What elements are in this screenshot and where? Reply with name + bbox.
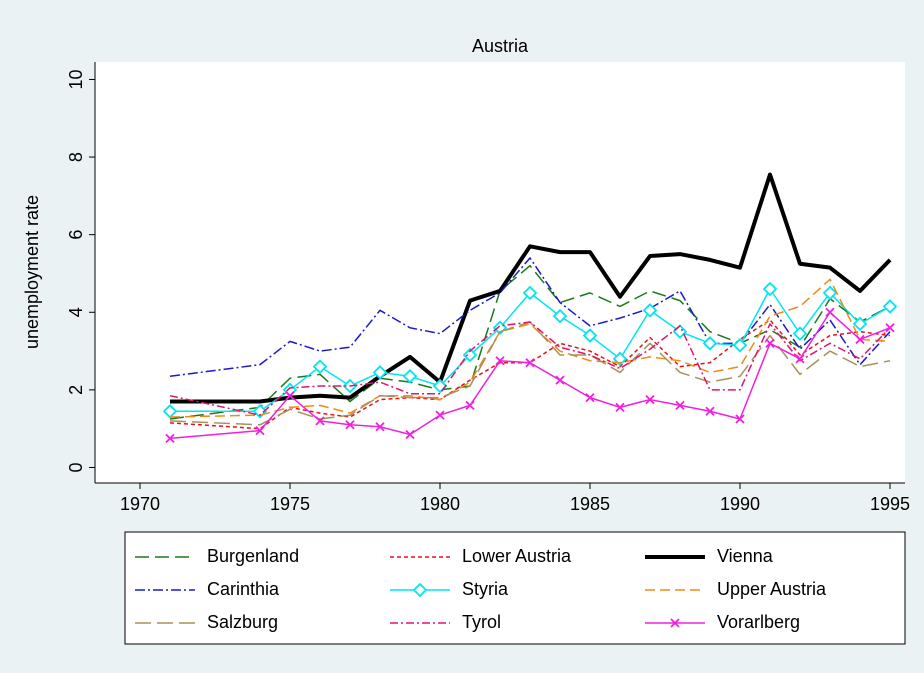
marker — [375, 422, 385, 432]
marker — [795, 354, 805, 364]
marker — [825, 307, 835, 317]
legend-label: Salzburg — [207, 612, 278, 632]
marker — [162, 403, 178, 419]
marker — [412, 582, 428, 598]
x-tick-label: 1975 — [270, 494, 310, 514]
x-tick-label: 1980 — [420, 494, 460, 514]
series-line — [170, 172, 892, 404]
legend-label: Burgenland — [207, 546, 299, 566]
marker — [705, 406, 715, 416]
marker — [732, 337, 748, 353]
marker — [435, 410, 445, 420]
marker — [852, 316, 868, 332]
chart-title: Austria — [472, 36, 529, 56]
legend-label: Upper Austria — [717, 579, 827, 599]
marker — [252, 403, 268, 419]
marker — [255, 425, 265, 436]
marker — [762, 281, 778, 297]
marker — [402, 369, 418, 384]
marker — [675, 400, 685, 411]
marker — [555, 375, 565, 385]
marker — [615, 402, 625, 412]
marker — [822, 285, 838, 301]
series-line — [169, 321, 891, 416]
marker — [495, 356, 505, 366]
legend-label: Vienna — [717, 546, 774, 566]
marker — [315, 416, 325, 426]
series-line — [169, 278, 891, 418]
legend-label: Carinthia — [207, 579, 280, 599]
x-tick-label: 1995 — [870, 494, 910, 514]
plot-area — [95, 62, 905, 483]
marker — [645, 394, 655, 405]
x-tick-label: 1990 — [720, 494, 760, 514]
marker — [670, 618, 680, 628]
marker — [285, 391, 295, 401]
marker — [885, 323, 895, 333]
marker — [585, 392, 595, 403]
marker — [462, 347, 478, 363]
marker — [735, 414, 745, 424]
y-tick-label: 10 — [66, 69, 86, 89]
legend-label: Vorarlberg — [717, 612, 800, 632]
marker — [765, 338, 775, 348]
marker — [552, 308, 568, 324]
marker — [702, 336, 718, 351]
marker — [345, 420, 355, 430]
marker — [525, 358, 535, 368]
marker — [522, 285, 538, 301]
marker — [165, 433, 175, 444]
y-tick-label: 2 — [66, 385, 86, 395]
series-line — [169, 257, 891, 378]
y-axis-label: unemployment rate — [22, 195, 42, 349]
legend — [124, 531, 906, 645]
x-tick-label: 1970 — [120, 494, 160, 514]
marker — [372, 365, 388, 380]
y-tick-label: 0 — [66, 462, 86, 472]
marker — [312, 359, 328, 374]
x-tick-label: 1985 — [570, 494, 610, 514]
y-tick-label: 6 — [66, 230, 86, 240]
marker — [882, 299, 898, 314]
marker — [642, 303, 658, 318]
y-tick-label: 4 — [66, 307, 86, 317]
marker — [405, 429, 415, 440]
y-tick-label: 8 — [66, 152, 86, 162]
marker — [855, 334, 865, 345]
legend-label: Lower Austria — [462, 546, 572, 566]
marker — [582, 328, 598, 343]
marker — [465, 400, 475, 411]
marker — [792, 326, 808, 341]
legend-label: Styria — [462, 579, 509, 599]
series-line — [169, 319, 891, 430]
legend-label: Tyrol — [462, 612, 501, 632]
